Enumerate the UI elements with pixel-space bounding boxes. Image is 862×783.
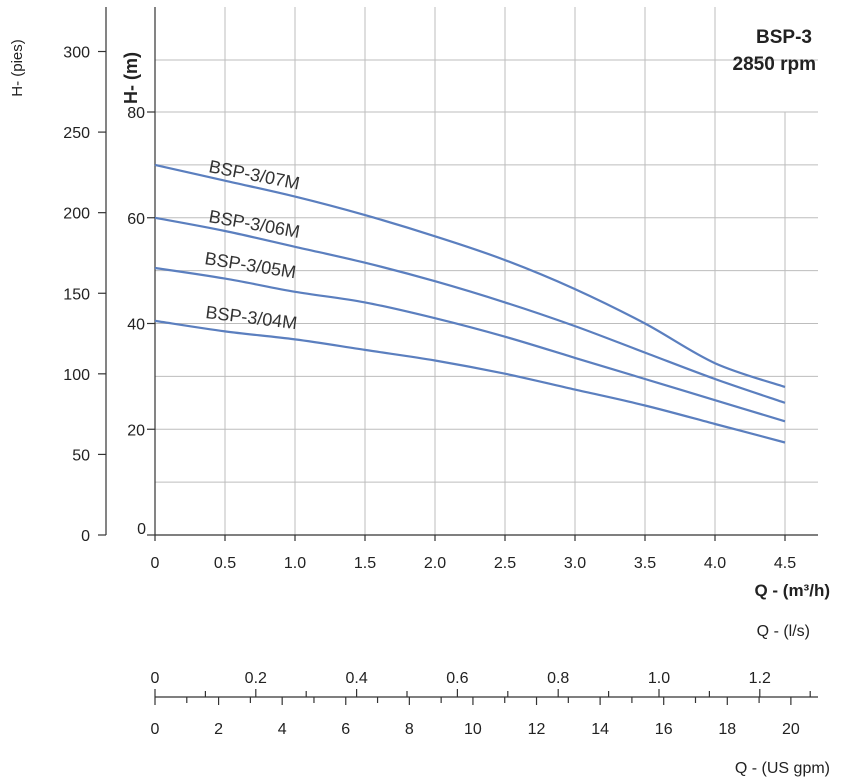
- gpm-tick-label: 14: [591, 721, 609, 738]
- ls-tick-label: 0.2: [245, 670, 267, 687]
- gpm-tick-label: 0: [151, 721, 160, 738]
- chart-title: BSP-3: [756, 27, 812, 48]
- ls-tick-label: 0: [151, 670, 160, 687]
- gpm-axis-label: Q - (US gpm): [735, 760, 830, 777]
- x-tick-label: 2.5: [494, 555, 516, 572]
- y-tick-label-ft: 100: [63, 367, 90, 384]
- curve-bsp-3-04m: [154, 319, 786, 444]
- x-tick-label: 1.5: [354, 555, 376, 572]
- x-tick-label: 0: [151, 555, 160, 572]
- ls-tick-label: 1.2: [749, 670, 771, 687]
- x-tick-label: 4.5: [774, 555, 796, 572]
- y-tick-label-ft: 0: [81, 528, 90, 545]
- gpm-tick-label: 18: [718, 721, 736, 738]
- curve-bsp-3-06m: [154, 216, 786, 404]
- y-tick-label-m: 60: [127, 211, 145, 228]
- axes: 0 0.5 1.0 1.5 2.0 2.5 3.0 3.5 4.0 4.5020406080050…: [63, 7, 818, 738]
- gpm-tick-label: 16: [655, 721, 673, 738]
- y-tick-label-ft: 150: [63, 286, 90, 303]
- x-tick-label: 3.0: [564, 555, 586, 572]
- y-tick-label-ft: 50: [72, 447, 90, 464]
- gpm-tick-label: 2: [214, 721, 223, 738]
- y-tick-label-ft: 300: [63, 45, 90, 62]
- gpm-tick-label: 8: [405, 721, 414, 738]
- y-tick-label-m: 40: [127, 317, 145, 334]
- curve-bsp-3-05m: [154, 266, 786, 423]
- ls-tick-label: 1.0: [648, 670, 670, 687]
- y-tick-label-m: 0: [137, 521, 146, 538]
- y-axis-label-m: H- (m): [121, 52, 141, 104]
- curve-label: BSP-3/04M: [205, 302, 299, 333]
- x-axis-label: Q - (m³/h): [754, 581, 830, 600]
- gpm-tick-label: 4: [278, 721, 287, 738]
- gpm-tick-label: 6: [341, 721, 350, 738]
- x-tick-label: 4.0: [704, 555, 726, 572]
- ls-tick-label: 0.8: [547, 670, 569, 687]
- y-tick-label-m: 80: [127, 105, 145, 122]
- grid: [155, 7, 818, 535]
- gpm-tick-label: 10: [464, 721, 482, 738]
- labels: BSP-3 2850 rpm Q - (m³/h) H- (m) H- (pie…: [9, 27, 830, 777]
- x-tick-label: 3.5: [634, 555, 656, 572]
- chart-subtitle: 2850 rpm: [733, 54, 816, 75]
- ls-tick-label: 0.4: [345, 670, 367, 687]
- x-tick-label: 1.0: [284, 555, 306, 572]
- y-tick-label-ft: 200: [63, 206, 90, 223]
- y-tick-label-m: 20: [127, 422, 145, 439]
- y-tick-label-ft: 250: [63, 125, 90, 142]
- ls-tick-label: 0.6: [446, 670, 468, 687]
- x-tick-label: 2.0: [424, 555, 446, 572]
- x-tick-label: 0.5: [214, 555, 236, 572]
- ls-axis-label: Q - (l/s): [757, 623, 810, 640]
- y-axis-label-ft: H- (pies): [9, 39, 26, 97]
- curve-bsp-3-07m: [154, 163, 786, 389]
- gpm-tick-label: 12: [528, 721, 546, 738]
- gpm-tick-label: 20: [782, 721, 800, 738]
